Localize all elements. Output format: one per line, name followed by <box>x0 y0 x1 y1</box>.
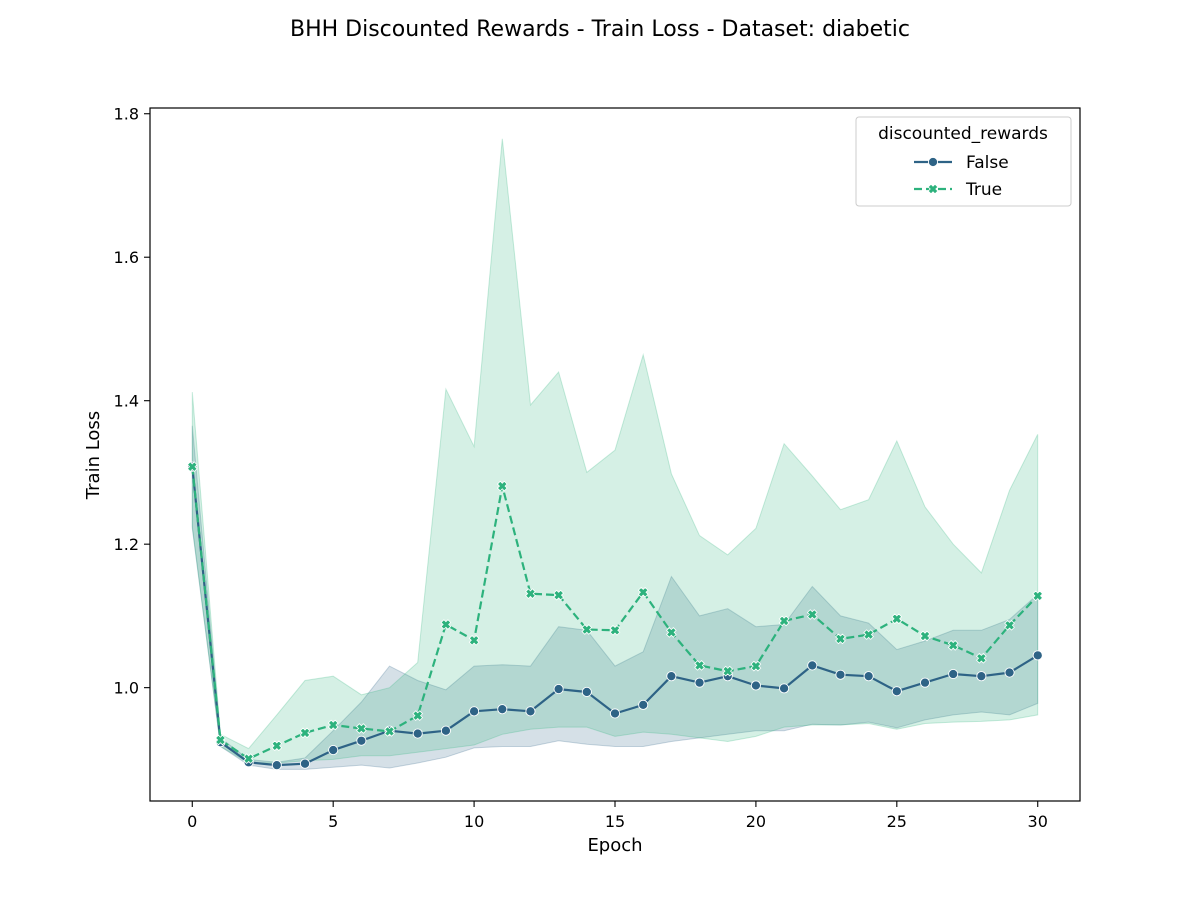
data-point-false <box>581 686 592 698</box>
data-point-true <box>891 613 903 625</box>
data-point-false <box>666 671 677 682</box>
data-point-false <box>525 706 536 717</box>
y-tick-label: 1.0 <box>114 679 139 698</box>
x-axis-label: Epoch <box>587 835 642 856</box>
data-point-true <box>609 624 621 636</box>
data-point-true <box>243 753 255 765</box>
data-point-true <box>412 710 424 721</box>
data-point-true <box>806 609 818 620</box>
data-point-true <box>778 615 790 627</box>
chart-title: BHH Discounted Rewards - Train Loss - Da… <box>290 17 910 42</box>
y-axis-ticks: 1.0 1.2 1.4 1.6 1.8 <box>114 105 150 698</box>
legend-title: discounted_rewards <box>878 124 1048 144</box>
data-point-false <box>328 745 339 756</box>
series-markers <box>186 461 1044 771</box>
data-point-true <box>750 660 762 672</box>
data-point-true <box>1004 619 1015 631</box>
x-axis-ticks: 0 5 10 15 20 25 30 <box>187 801 1048 831</box>
data-point-true <box>327 719 339 731</box>
confidence-bands <box>191 138 1039 770</box>
data-point-true <box>863 629 875 640</box>
y-tick-label: 1.8 <box>114 105 139 124</box>
legend-box <box>855 116 1072 207</box>
x-tick-label: 30 <box>1028 812 1048 831</box>
x-tick-label: 5 <box>328 812 338 831</box>
data-point-true <box>299 727 311 739</box>
legend-label-false: False <box>966 153 1009 173</box>
data-point-true <box>975 652 987 664</box>
data-point-true <box>581 624 593 635</box>
data-point-true <box>665 627 677 638</box>
data-point-false <box>779 683 790 694</box>
legend-item-false: False <box>914 153 1009 173</box>
data-point-true <box>384 726 395 737</box>
legend-marker-false <box>927 156 939 168</box>
y-tick-label: 1.2 <box>114 535 139 554</box>
data-point-true <box>919 630 931 642</box>
data-point-true <box>186 461 198 473</box>
data-point-true <box>947 639 959 651</box>
data-point-true <box>496 480 508 492</box>
data-point-false <box>807 660 818 671</box>
data-point-false <box>976 671 987 682</box>
data-point-false <box>299 758 311 769</box>
legend: discounted_rewards False True <box>855 116 1072 207</box>
data-point-false <box>469 706 480 717</box>
data-point-false <box>497 704 508 715</box>
data-point-false <box>694 677 705 688</box>
data-point-false <box>271 760 282 771</box>
data-point-true <box>468 634 480 646</box>
data-point-false <box>356 735 367 746</box>
ci-band-false <box>191 425 1039 770</box>
data-point-false <box>948 668 959 680</box>
data-point-false <box>440 725 451 736</box>
x-tick-label: 20 <box>746 812 766 831</box>
data-point-false <box>412 728 423 739</box>
data-point-false <box>750 680 761 691</box>
data-point-true <box>694 660 705 671</box>
data-point-false <box>891 686 902 697</box>
data-point-true <box>355 723 367 734</box>
y-tick-label: 1.6 <box>114 248 139 267</box>
legend-item-true: True <box>914 180 1002 200</box>
data-point-false <box>835 669 846 680</box>
data-point-true <box>215 734 226 746</box>
data-point-false <box>1032 650 1043 661</box>
data-point-false <box>638 699 649 710</box>
data-point-true <box>440 619 452 630</box>
y-tick-label: 1.4 <box>114 392 139 411</box>
x-tick-label: 25 <box>887 812 907 831</box>
legend-marker-true <box>927 183 939 195</box>
data-point-true <box>722 665 734 677</box>
legend-label-true: True <box>965 180 1002 200</box>
y-axis-label: Train Loss <box>83 411 104 500</box>
data-point-true <box>271 740 283 752</box>
data-point-true <box>525 588 536 600</box>
data-point-false <box>553 684 564 695</box>
data-point-true <box>637 586 649 598</box>
data-point-true <box>1032 590 1044 602</box>
data-point-false <box>863 671 874 682</box>
x-tick-label: 0 <box>187 812 197 831</box>
x-tick-label: 10 <box>464 812 484 831</box>
ci-band-true <box>191 138 1039 764</box>
x-tick-label: 15 <box>605 812 625 831</box>
data-point-false <box>919 677 931 688</box>
data-point-false <box>609 708 621 719</box>
data-point-false <box>1004 667 1015 678</box>
data-point-true <box>835 633 846 645</box>
data-point-true <box>553 589 565 601</box>
